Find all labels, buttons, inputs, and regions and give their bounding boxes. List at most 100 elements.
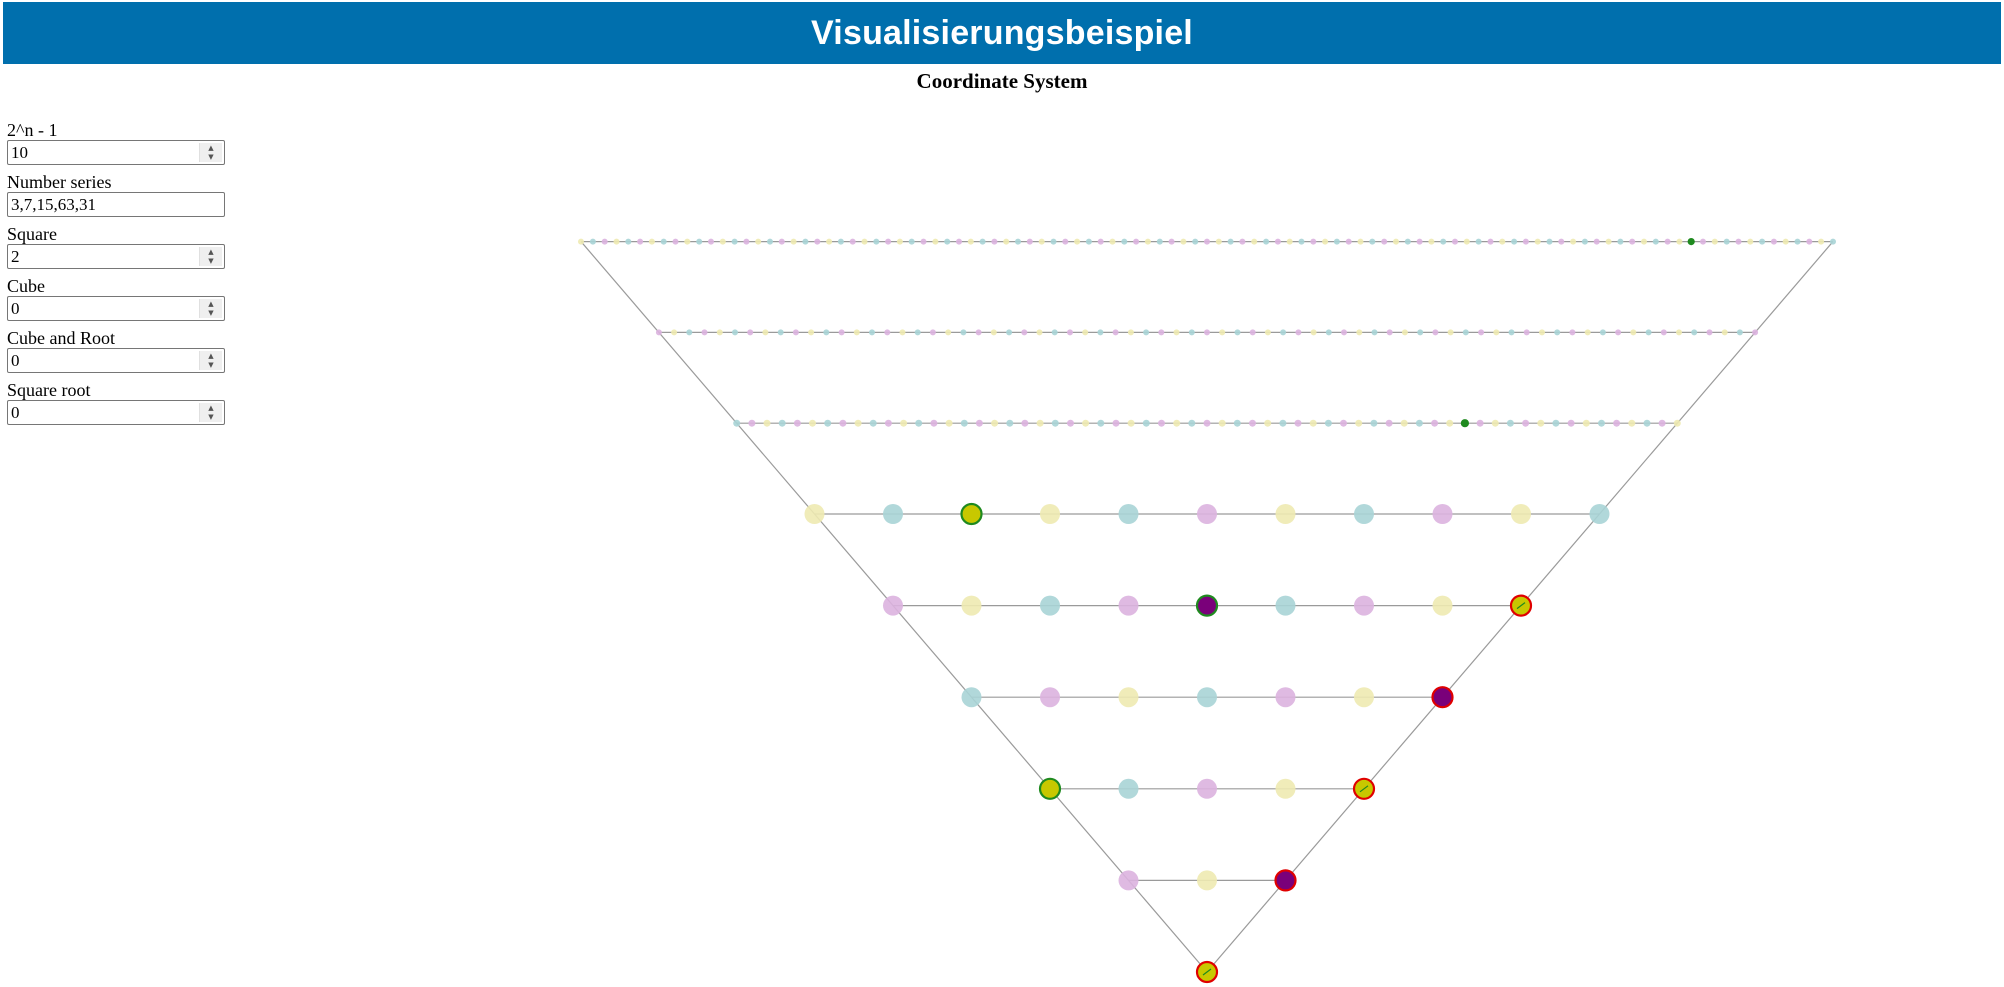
data-point xyxy=(1552,419,1560,427)
data-point xyxy=(1051,329,1058,336)
data-point xyxy=(1569,329,1576,336)
data-point xyxy=(792,329,799,336)
data-point xyxy=(1188,419,1196,427)
data-point xyxy=(716,329,723,336)
cube-input[interactable]: 0 ▲ ▼ xyxy=(7,296,225,321)
chevron-up-icon[interactable]: ▲ xyxy=(208,144,214,152)
data-point xyxy=(960,419,968,427)
data-point xyxy=(655,329,662,336)
data-point xyxy=(1567,419,1575,427)
data-point xyxy=(1345,238,1352,245)
data-point xyxy=(1249,329,1256,336)
data-point xyxy=(967,238,974,245)
data-point xyxy=(1770,238,1777,245)
data-point xyxy=(613,238,620,245)
cube-and-root-input[interactable]: 0 ▲ ▼ xyxy=(7,348,225,373)
data-point xyxy=(1830,238,1836,245)
data-point xyxy=(929,329,936,336)
data-point xyxy=(920,238,927,245)
highlighted-point xyxy=(1460,419,1470,428)
data-point xyxy=(1144,238,1151,245)
data-point xyxy=(853,329,860,336)
chevron-up-icon[interactable]: ▲ xyxy=(208,248,214,256)
app-header: Visualisierungsbeispiel xyxy=(3,2,2001,64)
data-point xyxy=(1759,238,1766,245)
data-point xyxy=(1554,329,1561,336)
data-point xyxy=(601,238,608,245)
highlighted-point xyxy=(1038,777,1062,800)
data-point xyxy=(839,419,847,427)
chevron-down-icon[interactable]: ▼ xyxy=(208,361,214,369)
data-point xyxy=(1097,419,1105,427)
chevron-down-icon[interactable]: ▼ xyxy=(208,309,214,317)
chevron-down-icon[interactable]: ▼ xyxy=(208,413,214,421)
data-point xyxy=(1371,329,1378,336)
data-point xyxy=(696,238,703,245)
data-point xyxy=(1097,329,1104,336)
data-point xyxy=(1158,329,1165,336)
chevron-down-icon[interactable]: ▼ xyxy=(208,153,214,161)
chevron-up-icon[interactable]: ▲ xyxy=(208,352,214,360)
data-point xyxy=(1118,595,1139,616)
cube-and-root-value: 0 xyxy=(11,351,20,370)
number-series-input[interactable]: 3,7,15,63,31 xyxy=(7,192,225,217)
square-input[interactable]: 2 ▲ ▼ xyxy=(7,244,225,269)
data-point xyxy=(1197,504,1217,524)
data-point xyxy=(1322,238,1329,245)
data-point xyxy=(1487,238,1494,245)
data-point xyxy=(1118,778,1139,799)
square-root-input[interactable]: 0 ▲ ▼ xyxy=(7,400,225,425)
spinner-control[interactable]: ▲ ▼ xyxy=(199,299,222,318)
data-point xyxy=(672,238,679,245)
data-point xyxy=(854,419,862,427)
power-two-minus-one-value: 10 xyxy=(11,143,28,162)
chevron-down-icon[interactable]: ▼ xyxy=(208,257,214,265)
data-point xyxy=(1404,238,1411,245)
data-point xyxy=(1085,238,1092,245)
chevron-up-icon[interactable]: ▲ xyxy=(208,404,214,412)
data-point xyxy=(809,419,816,427)
power-two-minus-one-input[interactable]: 10 ▲ ▼ xyxy=(7,140,225,165)
spinner-control[interactable]: ▲ ▼ xyxy=(199,351,222,370)
data-point xyxy=(861,238,868,245)
data-point xyxy=(1658,419,1666,427)
data-point xyxy=(1415,419,1423,427)
data-point xyxy=(1643,419,1651,427)
data-point xyxy=(1006,329,1013,336)
chevron-up-icon[interactable]: ▲ xyxy=(208,300,214,308)
data-point xyxy=(824,419,832,427)
square-root-value: 0 xyxy=(11,403,20,422)
cube-label: Cube xyxy=(7,276,45,296)
data-point xyxy=(755,238,762,245)
spinner-control[interactable]: ▲ ▼ xyxy=(199,403,222,422)
data-point xyxy=(1251,238,1258,245)
data-point xyxy=(1499,238,1506,245)
data-point xyxy=(1275,595,1296,616)
data-point xyxy=(1676,329,1682,336)
data-point xyxy=(732,329,738,336)
data-point xyxy=(1325,329,1332,336)
highlighted-point xyxy=(1274,869,1297,892)
data-point xyxy=(1673,419,1681,427)
data-point xyxy=(1354,504,1374,524)
data-point xyxy=(1310,238,1317,245)
data-point xyxy=(1127,419,1135,427)
data-point xyxy=(1340,419,1347,427)
data-point xyxy=(1112,419,1120,427)
data-point xyxy=(975,419,983,427)
data-point xyxy=(790,238,797,245)
data-point xyxy=(1660,329,1667,336)
data-point xyxy=(1082,419,1090,427)
data-point xyxy=(1447,329,1454,336)
data-point xyxy=(731,238,738,245)
data-point xyxy=(1401,329,1408,336)
data-point xyxy=(1040,687,1060,708)
data-point xyxy=(1188,329,1195,336)
data-point xyxy=(837,238,844,245)
data-point xyxy=(1249,419,1256,427)
data-point xyxy=(1168,238,1175,245)
data-point xyxy=(1264,329,1271,336)
spinner-control[interactable]: ▲ ▼ xyxy=(199,247,222,266)
spinner-control[interactable]: ▲ ▼ xyxy=(199,143,222,162)
